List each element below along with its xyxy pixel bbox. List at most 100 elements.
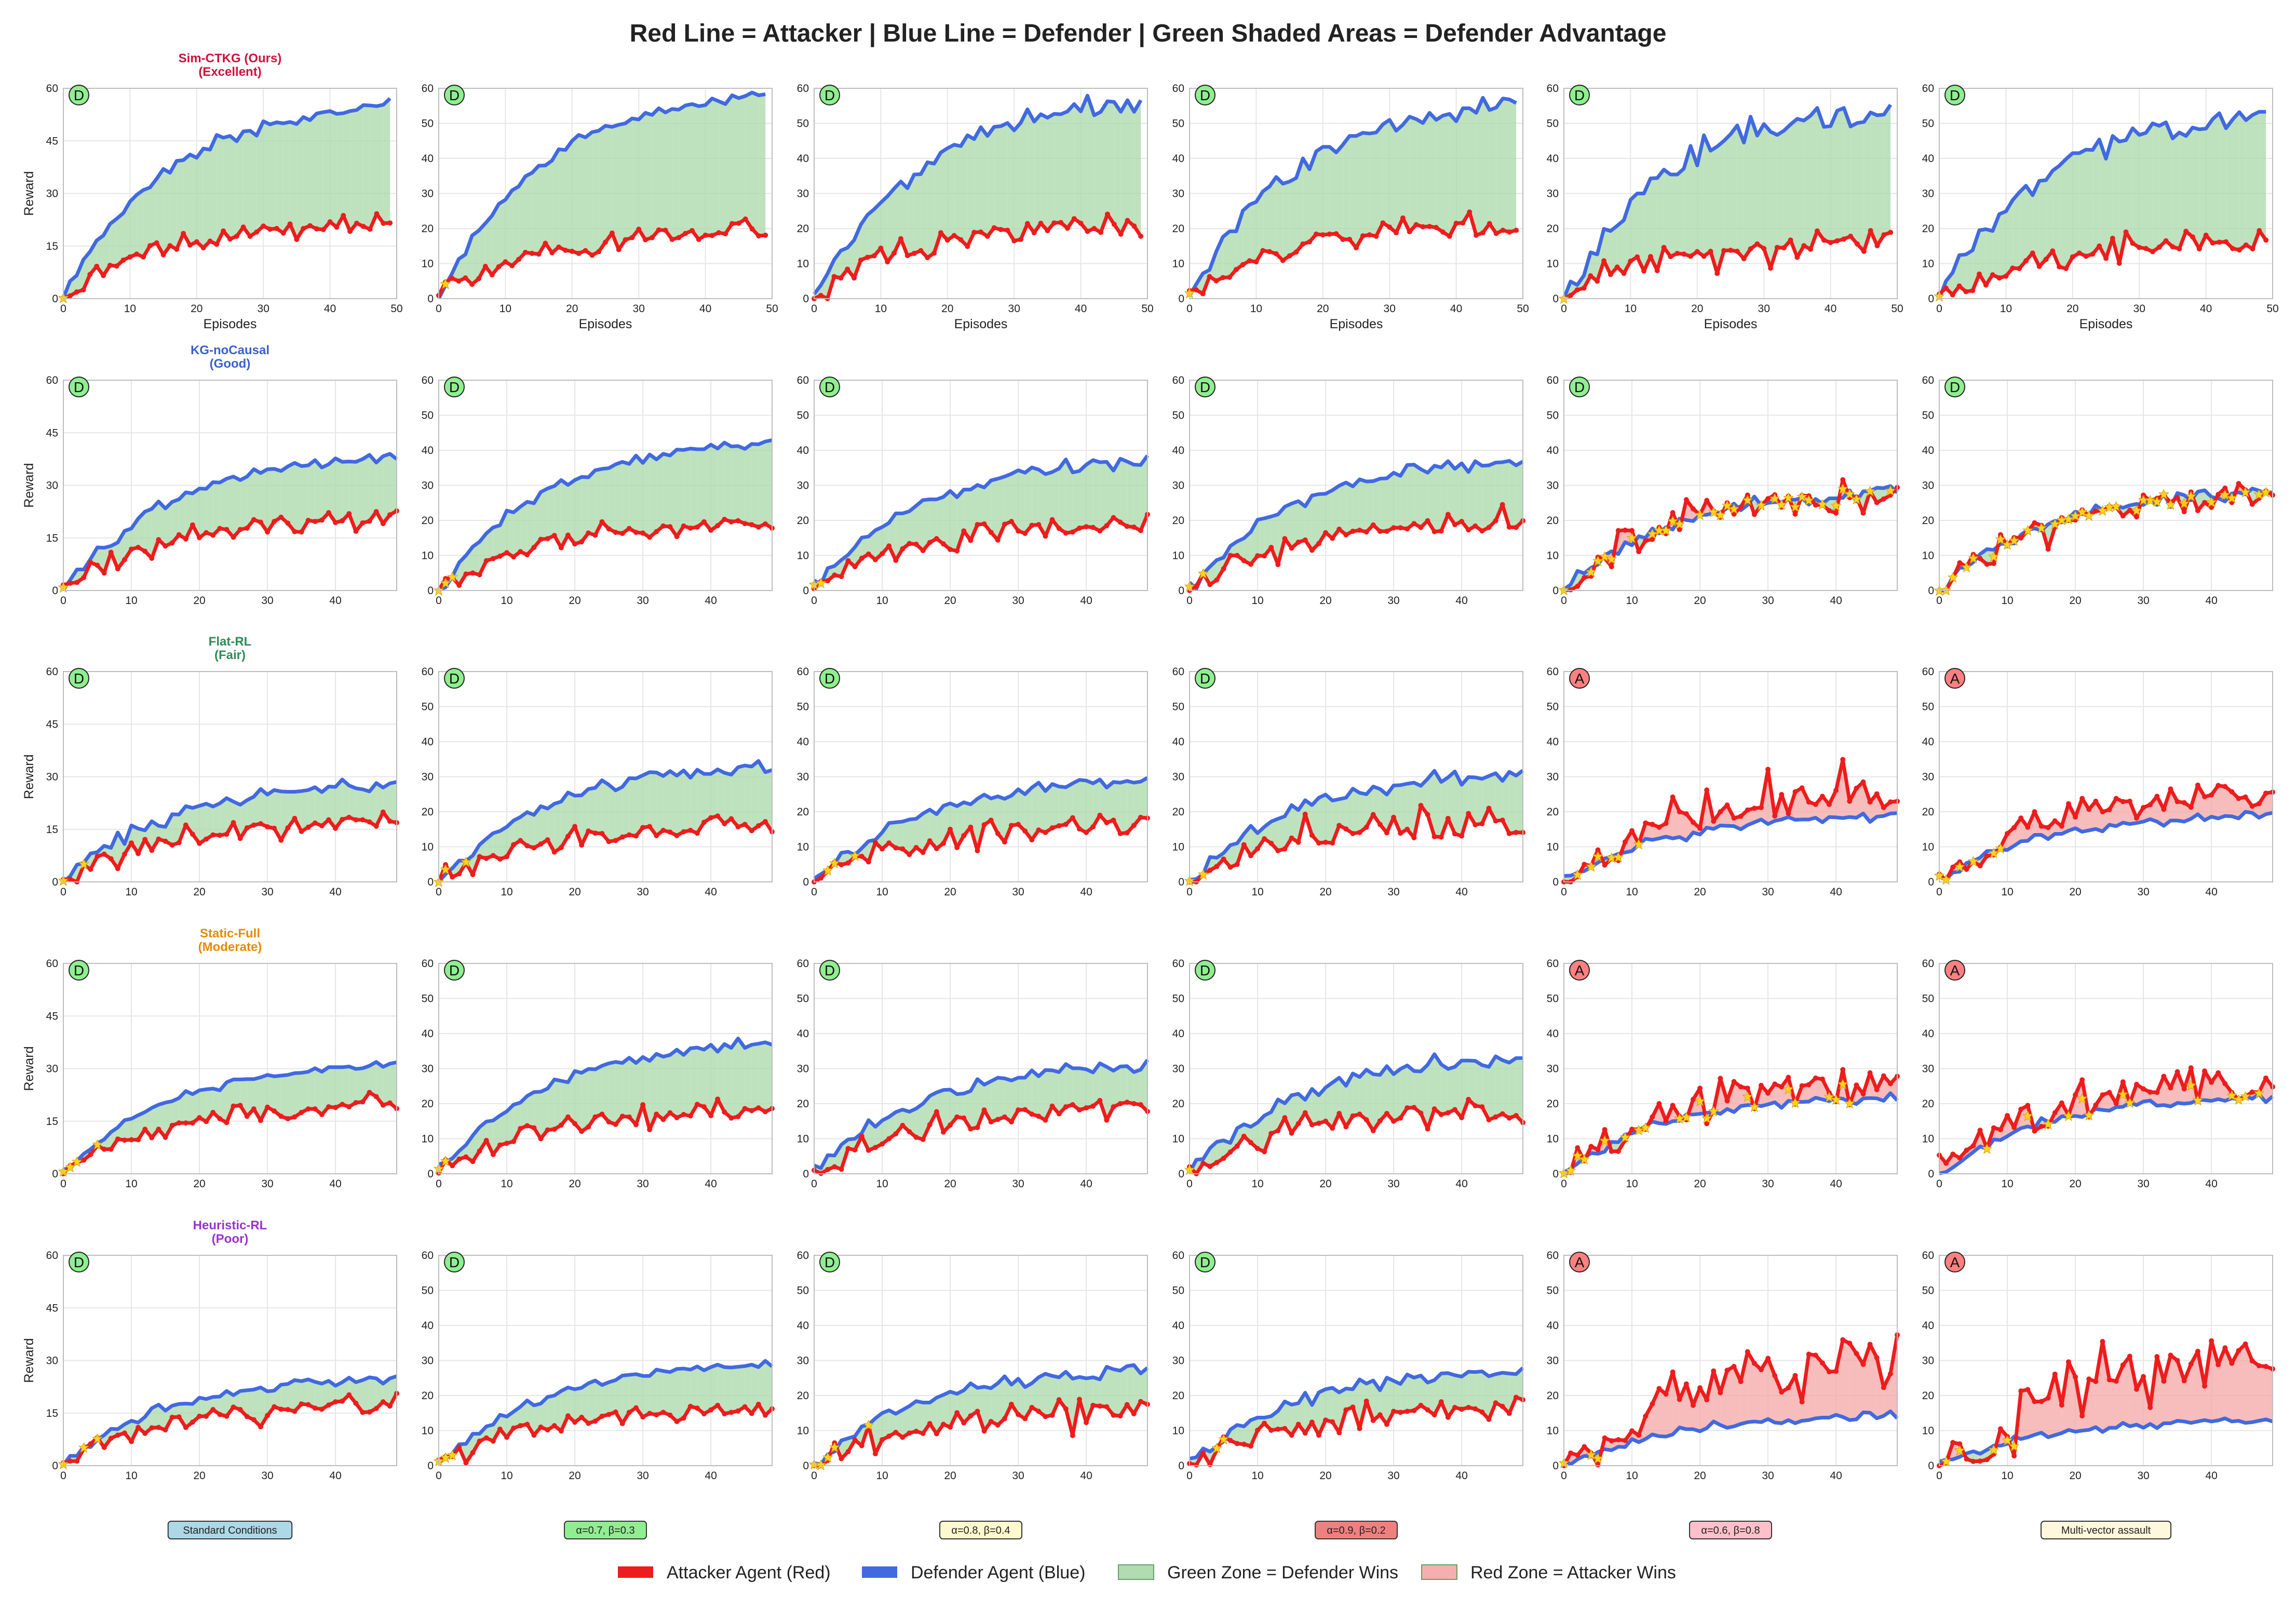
- attacker-point: [81, 575, 87, 581]
- y-tick-label: 45: [46, 718, 58, 730]
- crossover-star-marker: [1640, 1122, 1651, 1133]
- defender-advantage-zone: [335, 1382, 343, 1402]
- attacker-point: [1350, 830, 1356, 836]
- attacker-point: [1260, 248, 1266, 253]
- attacker-point: [2150, 249, 2155, 254]
- y-tick-label: 15: [46, 1116, 58, 1128]
- attacker-point: [2025, 1387, 2031, 1392]
- crossover-star-marker: [1783, 492, 1794, 503]
- defender-advantage-zone: [987, 127, 994, 236]
- attacker-point: [1138, 1102, 1143, 1108]
- defender-advantage-zone: [342, 779, 349, 820]
- attacker-point: [224, 527, 229, 532]
- x-tick-label: 20: [944, 1178, 956, 1190]
- attacker-point: [108, 549, 114, 555]
- attacker-point: [1881, 1385, 1886, 1390]
- crossover-star-marker: [2253, 489, 2265, 500]
- y-tick-label: 30: [422, 188, 434, 200]
- attacker-point: [2018, 1106, 2024, 1112]
- attacker-point: [1452, 831, 1457, 837]
- defender-advantage-zone: [547, 1396, 555, 1430]
- attacker-point: [2032, 520, 2037, 526]
- attacker-point: [1124, 830, 1130, 836]
- y-tick-label: 30: [797, 1063, 809, 1075]
- panel-frame: [1189, 380, 1523, 591]
- attacker-point: [1138, 814, 1143, 820]
- attacker-point: [1670, 510, 1676, 516]
- attacker-point: [2148, 1404, 2153, 1410]
- attacker-point: [2216, 492, 2221, 498]
- attacker-point: [1227, 274, 1233, 280]
- attacker-point: [2011, 1453, 2017, 1459]
- x-tick-label: 0: [811, 886, 817, 898]
- attacker-advantage-zone: [2102, 1092, 2110, 1111]
- defender-line: [813, 1058, 1149, 1170]
- attacker-point: [305, 518, 311, 523]
- attacker-point: [1022, 1416, 1028, 1422]
- attacker-point: [1200, 291, 1206, 297]
- attacker-point: [469, 281, 475, 287]
- defender-advantage-zone: [1463, 108, 1470, 223]
- defender-advantage-zone: [765, 1361, 772, 1415]
- y-tick-label: 60: [1172, 958, 1184, 970]
- attacker-point: [579, 539, 585, 545]
- y-tick-label: 15: [46, 824, 58, 836]
- figure-title: Red Line = Attacker | Blue Line = Defend…: [630, 20, 1667, 47]
- x-axis-label: Episodes: [204, 317, 257, 331]
- attacker-point: [1049, 1412, 1055, 1418]
- winner-badge: [1944, 1252, 1965, 1272]
- defender-advantage-zone: [541, 1397, 548, 1430]
- defender-advantage-zone: [1790, 118, 1798, 258]
- attacker-point: [1690, 1096, 1696, 1102]
- attacker-point: [2093, 1379, 2099, 1384]
- attacker-point: [312, 1405, 318, 1411]
- defender-advantage-zone: [308, 460, 315, 522]
- defender-advantage-zone: [738, 1038, 745, 1117]
- attacker-advantage-zone: [1870, 1344, 1877, 1418]
- attacker-point: [613, 1121, 618, 1127]
- attacker-point: [333, 1399, 339, 1405]
- y-tick-label: 20: [1922, 515, 1934, 527]
- defender-advantage-zone: [929, 499, 937, 543]
- winner-badge-label: D: [825, 87, 835, 103]
- winner-badge: [1195, 1252, 1215, 1272]
- attacker-point: [1650, 1401, 1655, 1407]
- attacker-point: [1575, 1452, 1581, 1458]
- attacker-advantage-zone: [1795, 788, 1802, 820]
- attacker-point: [825, 578, 831, 584]
- defender-advantage-zone: [1106, 462, 1114, 526]
- defender-advantage-zone: [677, 1050, 684, 1118]
- defender-advantage-zone: [466, 1433, 473, 1463]
- defender-advantage-zone: [1278, 1401, 1285, 1429]
- y-tick-label: 60: [797, 374, 809, 386]
- defender-advantage-zone: [670, 1050, 677, 1118]
- defender-advantage-zone: [1359, 1069, 1367, 1120]
- attacker-advantage-zone: [1775, 1375, 1782, 1424]
- x-tick-label: 50: [1891, 303, 1903, 315]
- defender-advantage-zone: [582, 1383, 589, 1424]
- defender-advantage-zone: [1312, 798, 1319, 843]
- attacker-advantage-zone: [1693, 1088, 1700, 1115]
- attacker-point: [292, 529, 298, 534]
- winner-badge: [69, 668, 89, 689]
- attacker-point: [1867, 799, 1873, 805]
- attacker-point: [504, 1434, 510, 1440]
- y-tick-label: 0: [427, 1168, 434, 1180]
- attacker-point: [1097, 812, 1103, 818]
- attacker-point: [240, 224, 246, 230]
- attacker-point: [975, 848, 980, 853]
- x-tick-label: 30: [261, 886, 273, 898]
- attacker-point: [1801, 243, 1807, 249]
- attacker-point: [1663, 1391, 1669, 1397]
- y-tick-label: 30: [1172, 1355, 1184, 1367]
- crossover-star-marker: [1749, 1101, 1760, 1112]
- attacker-point: [1467, 209, 1473, 215]
- attacker-point: [2045, 546, 2051, 552]
- panel-frame: [1939, 380, 2273, 591]
- attacker-point: [1302, 1430, 1308, 1436]
- x-tick-label: 40: [2205, 1470, 2217, 1482]
- defender-advantage-zone: [1436, 115, 1443, 232]
- attacker-point: [1049, 1103, 1055, 1109]
- defender-advantage-zone: [670, 771, 677, 836]
